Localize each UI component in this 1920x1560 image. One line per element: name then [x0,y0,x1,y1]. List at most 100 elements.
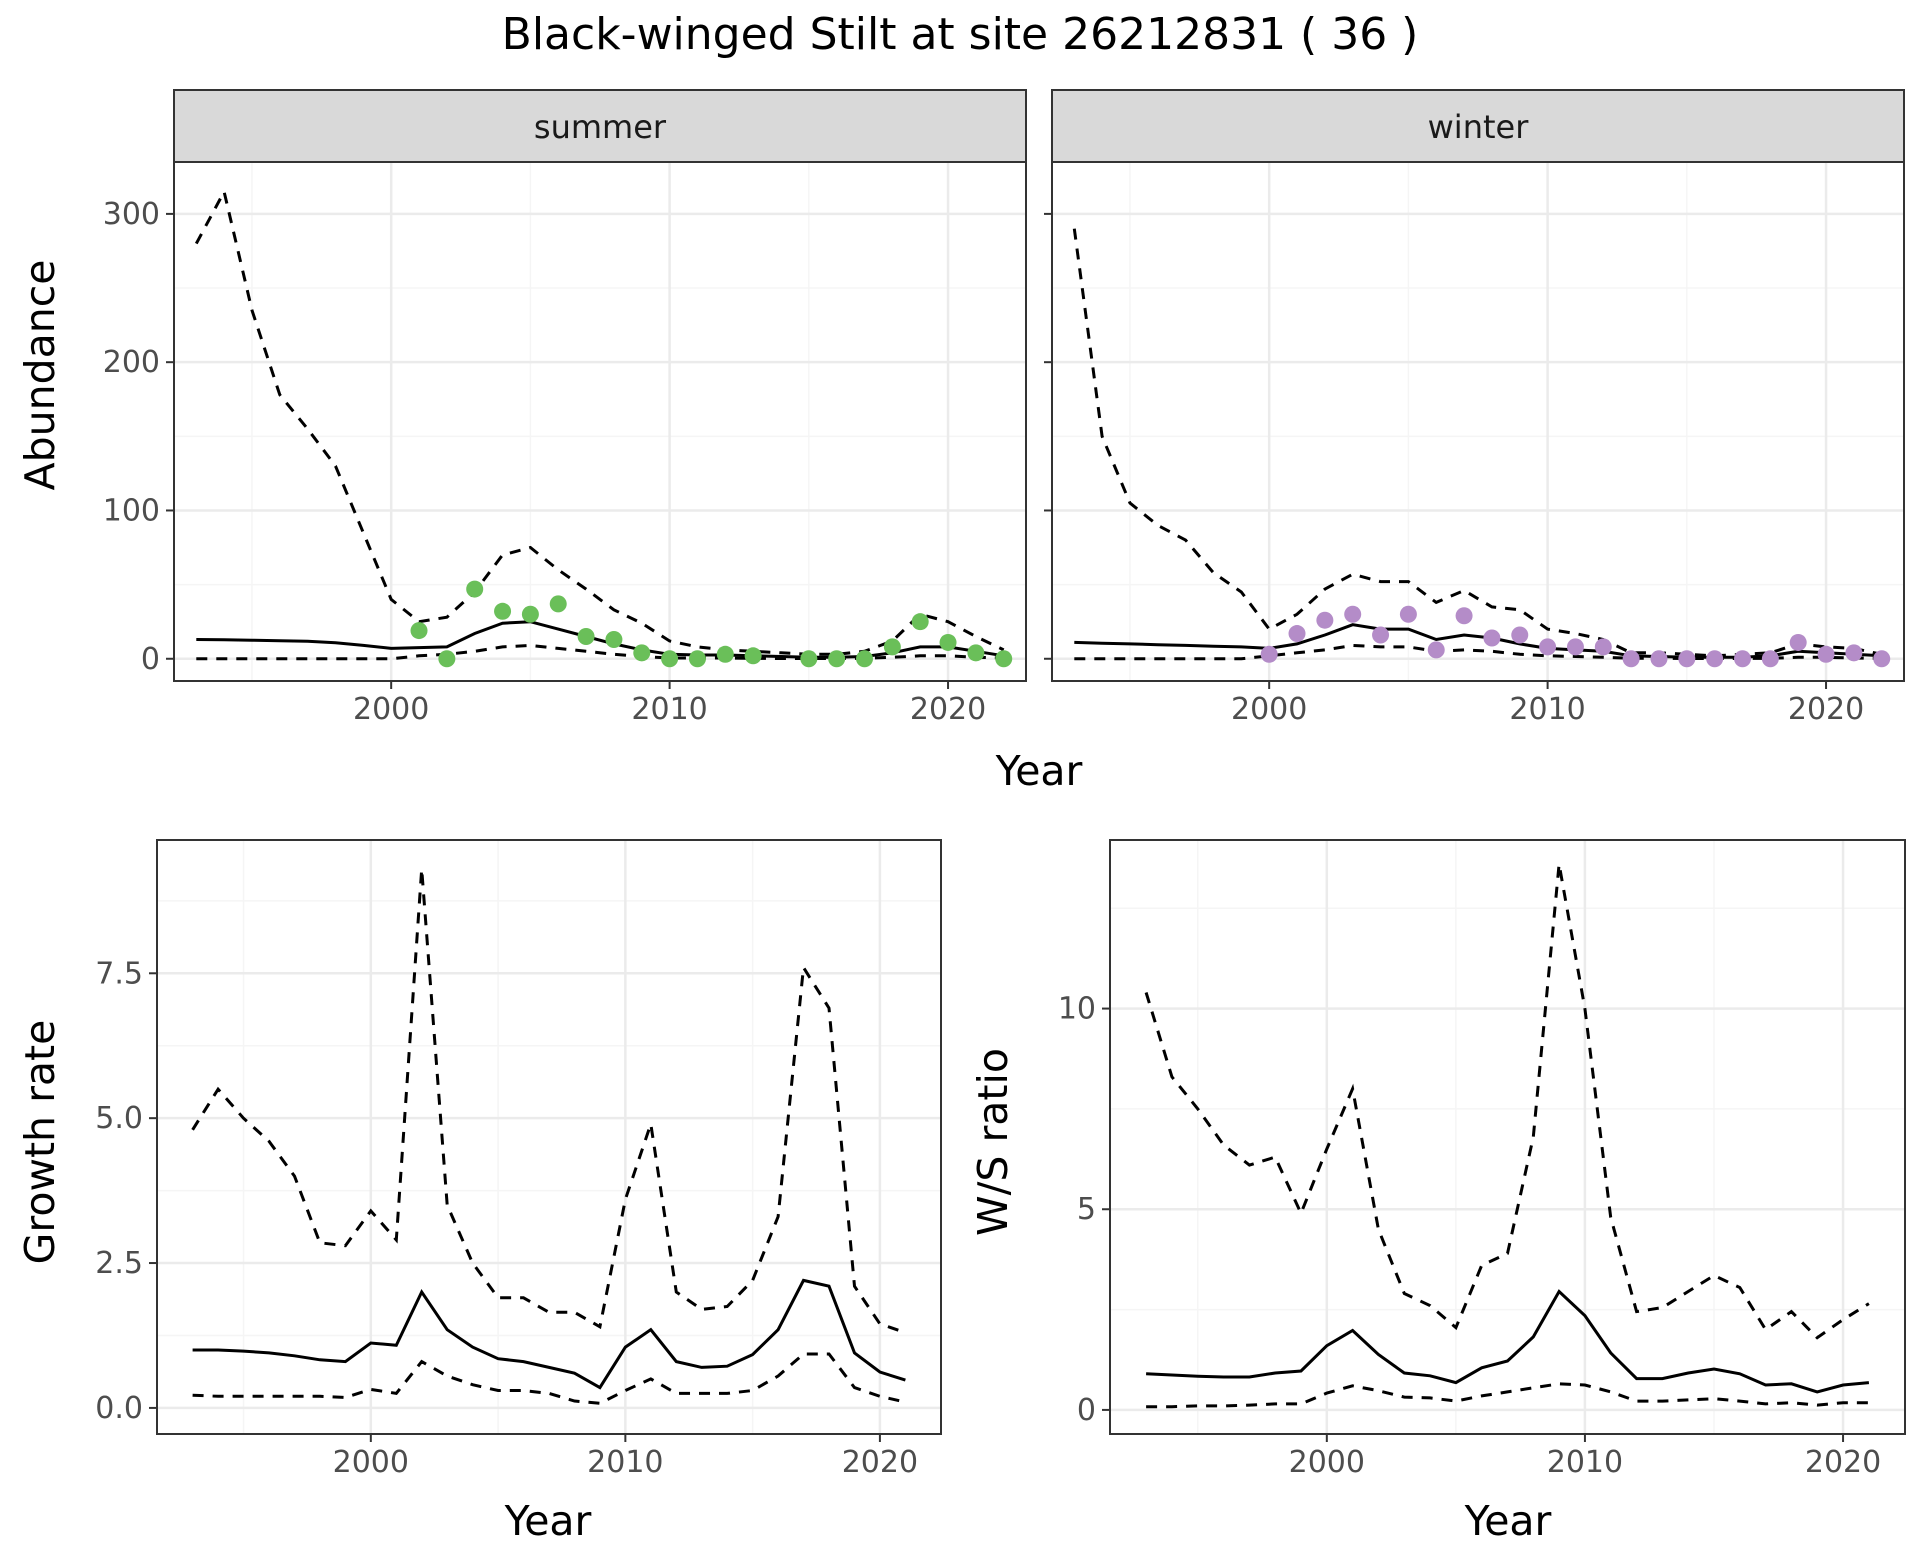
summer-lower-ci-line [196,643,1004,661]
winter-observed-point [1455,607,1473,625]
ratio-y-tick-label: 10 [1058,992,1096,1027]
summer-observed-point [744,647,762,665]
growth-y-tick-label: 2.5 [95,1246,143,1281]
summer-observed-point [633,644,651,662]
winter-observed-point [1734,650,1752,668]
summer-observed-point [661,650,679,668]
summer-observed-point [466,580,484,598]
winter-upper-ci-line [1072,228,1883,658]
summer-panel-border [173,161,1027,682]
winter-plot-area: 2000 2010 2020 [1044,161,1905,727]
ratio-panel-border [1109,839,1906,1435]
growth-x-tick-label: 2000 [333,1445,409,1480]
summer-x-tick-label: 2000 [353,692,429,727]
summer-observed-point [911,613,929,631]
winter-observed-point [1427,641,1445,659]
winter-observed-point [1539,638,1557,656]
ratio-upper-ci-line [1144,863,1870,1340]
winter-panel: winter 2000 2010 2020 [1044,89,1905,727]
summer-observed-point [939,633,957,651]
ratio-x-tick-label: 2010 [1547,1445,1623,1480]
summer-observed-point [716,645,734,663]
winter-observed-point [1678,650,1696,668]
ratio-x-tick-label: 2020 [1805,1445,1881,1480]
chart-title: Black-winged Stilt at site 26212831 ( 36… [502,9,1419,60]
summer-observed-point [688,650,706,668]
summer-upper-ci-line [194,187,1005,656]
ratio-plot-area: 2000 2010 2020 0 5 10 [1058,839,1906,1480]
winter-observed-point [1372,626,1390,644]
ratio-plot-background [1110,840,1905,1434]
winter-observed-point [1260,645,1278,663]
summer-observed-point [828,650,846,668]
growth-x-tick-label: 2010 [587,1445,663,1480]
winter-observed-point [1511,626,1529,644]
winter-x-tick-label: 2010 [1509,692,1585,727]
winter-observed-point [1316,611,1334,629]
summer-y-tick-label: 300 [103,197,160,232]
summer-observed-point [577,628,595,646]
winter-observed-point [1594,638,1612,656]
summer-strip-label: summer [534,108,667,146]
winter-observed-point [1706,650,1724,668]
winter-observed-point [1873,650,1891,668]
winter-panel-border [1051,161,1905,682]
summer-plot-background [174,162,1026,681]
summer-y-tick-label: 100 [103,493,160,528]
summer-y-tick-label: 200 [103,345,160,380]
winter-strip-label: winter [1428,108,1530,146]
growth-y-tick-label: 7.5 [95,956,143,991]
summer-x-tick-label: 2010 [631,692,707,727]
ratio-y-tick-label: 0 [1077,1393,1096,1428]
summer-observed-point [800,650,818,668]
growth-plot-area: 2000 2010 2020 0.0 2.5 5.0 7.5 [95,839,942,1480]
winter-x-tick-label: 2020 [1788,692,1864,727]
ratio-y-tick-label: 5 [1077,1192,1096,1227]
summer-observed-point [856,650,874,668]
ratio-estimate-line [1146,1289,1870,1394]
growth-estimate-line [192,1278,906,1390]
winter-observed-point [1344,605,1362,623]
growth-y-tick-label: 0.0 [95,1391,143,1426]
winter-observed-point [1817,645,1835,663]
winter-observed-point [1566,638,1584,656]
winter-x-tick-label: 2000 [1231,692,1307,727]
winter-observed-point [1399,605,1417,623]
top-year-axis-title: Year [995,747,1083,795]
winter-observed-point [1761,650,1779,668]
summer-observed-point [521,605,539,623]
growth-panel-border [156,839,942,1435]
summer-observed-point [494,602,512,620]
growth-y-tick-label: 5.0 [95,1101,143,1136]
growth-plot-background [157,840,941,1434]
summer-observed-point [605,630,623,648]
winter-observed-point [1845,644,1863,662]
summer-panel: summer 2000 2010 2020 0 100 200 300 [103,89,1027,727]
summer-x-tick-label: 2020 [910,692,986,727]
summer-observed-point [549,595,567,613]
winter-observed-point [1622,650,1640,668]
summer-plot-area: 2000 2010 2020 0 100 200 300 [103,161,1027,727]
growth-rate-panel: 2000 2010 2020 0.0 2.5 5.0 7.5 [95,839,942,1480]
ws-ratio-axis-title: W/S ratio [969,1048,1017,1236]
ratio-lower-ci-line [1146,1382,1869,1409]
winter-observed-point [1483,629,1501,647]
winter-observed-point [1789,633,1807,651]
abundance-axis-title: Abundance [16,260,64,491]
winter-plot-background [1052,162,1904,681]
growth-x-tick-label: 2020 [842,1445,918,1480]
ratio-x-tick-label: 2000 [1289,1445,1365,1480]
summer-y-tick-label: 0 [141,642,160,677]
summer-observed-point [967,644,985,662]
ratio-year-axis-title: Year [1464,1497,1552,1545]
winter-observed-point [1288,625,1306,643]
summer-strip [173,89,1027,163]
growth-year-axis-title: Year [504,1497,592,1545]
winter-observed-point [1650,650,1668,668]
ws-ratio-panel: 2000 2010 2020 0 5 10 [1058,839,1906,1480]
summer-observed-point [410,622,428,640]
winter-lower-ci-line [1074,643,1882,661]
summer-observed-point [883,638,901,656]
growth-rate-axis-title: Growth rate [16,1020,64,1265]
